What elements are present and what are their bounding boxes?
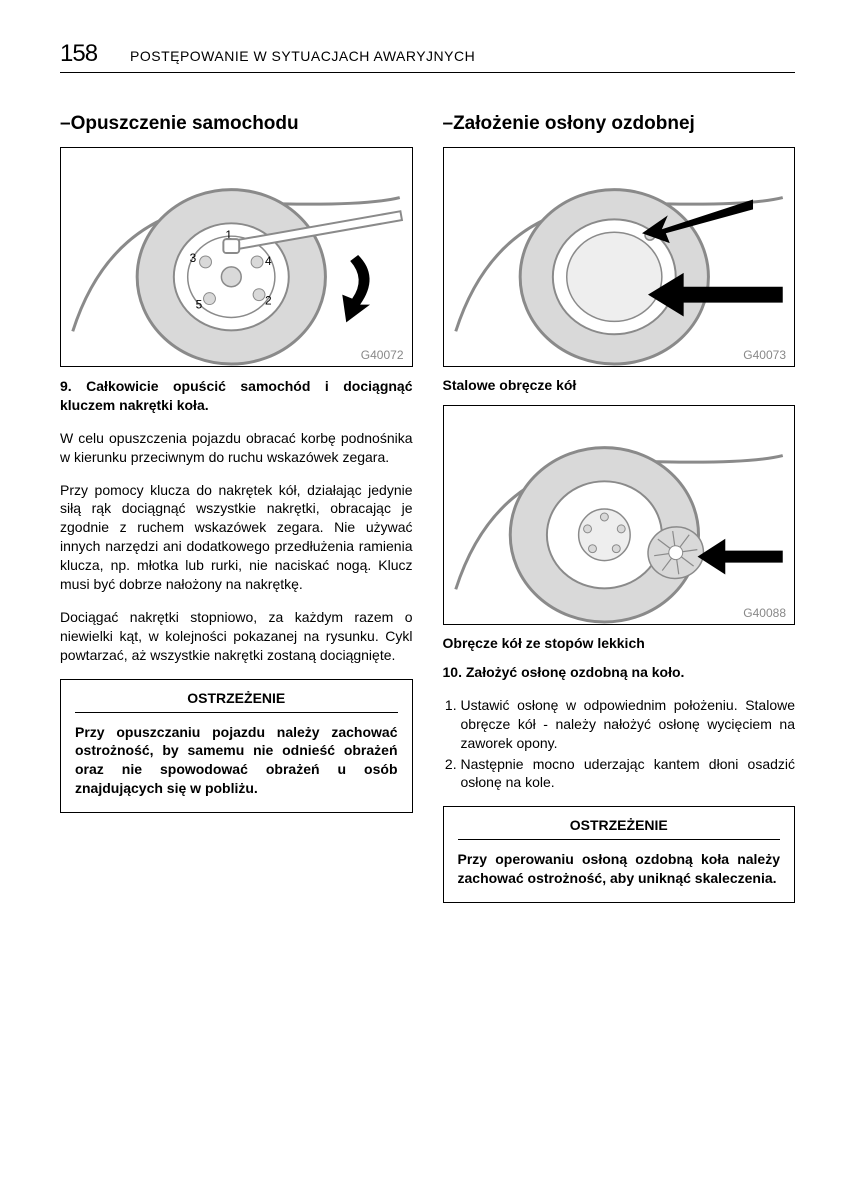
section-title-left: –Opuszczenie samochodu — [60, 113, 413, 135]
page-number: 158 — [60, 40, 130, 68]
list-item: Ustawić osłonę w odpowiednim położeniu. … — [461, 696, 796, 753]
warning-title: OSTRZEŻENIE — [75, 690, 398, 713]
page-header: 158 POSTĘPOWANIE W SYTUACJACH AWARYJNYCH — [60, 40, 795, 73]
steel-hubcap-illustration — [444, 148, 795, 366]
figure-hubcap-alloy: G40088 — [443, 405, 796, 625]
left-column: –Opuszczenie samochodu 1 2 3 4 5 — [60, 113, 413, 903]
warning-body: Przy opuszczaniu pojazdu należy zachować… — [75, 723, 398, 799]
warning-box-right: OSTRZEŻENIE Przy operowaniu osłoną ozdob… — [443, 806, 796, 903]
para-left-1: W celu opuszczenia pojazdu obracać korbę… — [60, 429, 413, 467]
caption-steel: Stalowe obręcze kół — [443, 377, 796, 393]
figure-id: G40072 — [361, 348, 404, 362]
instruction-list: Ustawić osłonę w odpowiednim położeniu. … — [443, 696, 796, 792]
svg-text:4: 4 — [265, 254, 272, 268]
list-item: Następnie mocno uderzając kantem dłoni o… — [461, 755, 796, 793]
section-title-right: –Założenie osłony ozdobnej — [443, 113, 796, 135]
step-9: 9. Całkowicie opuścić samochód i dociągn… — [60, 377, 413, 415]
warning-box-left: OSTRZEŻENIE Przy opuszczaniu pojazdu nal… — [60, 679, 413, 814]
figure-lowering-car: 1 2 3 4 5 G40072 — [60, 147, 413, 367]
chapter-title: POSTĘPOWANIE W SYTUACJACH AWARYJNYCH — [130, 48, 475, 64]
svg-text:5: 5 — [196, 298, 203, 312]
wheel-wrench-illustration: 1 2 3 4 5 — [61, 148, 412, 366]
figure-id: G40088 — [743, 606, 786, 620]
right-column: –Założenie osłony ozdobnej G40073 Stalow… — [443, 113, 796, 903]
content-columns: –Opuszczenie samochodu 1 2 3 4 5 — [60, 113, 795, 903]
warning-body: Przy operowaniu osłoną ozdobną koła nale… — [458, 850, 781, 888]
svg-text:2: 2 — [265, 294, 272, 308]
caption-alloy: Obręcze kół ze stopów lekkich — [443, 635, 796, 651]
figure-id: G40073 — [743, 348, 786, 362]
step-10: 10. Założyć osłonę ozdobną na koło. — [443, 663, 796, 682]
svg-text:3: 3 — [190, 251, 197, 265]
figure-hubcap-steel: G40073 — [443, 147, 796, 367]
warning-title: OSTRZEŻENIE — [458, 817, 781, 840]
para-left-2: Przy pomocy klucza do nakrętek kół, dzia… — [60, 481, 413, 594]
para-left-3: Dociągać nakrętki stopniowo, za każdym r… — [60, 608, 413, 665]
alloy-hubcap-illustration — [444, 406, 795, 624]
